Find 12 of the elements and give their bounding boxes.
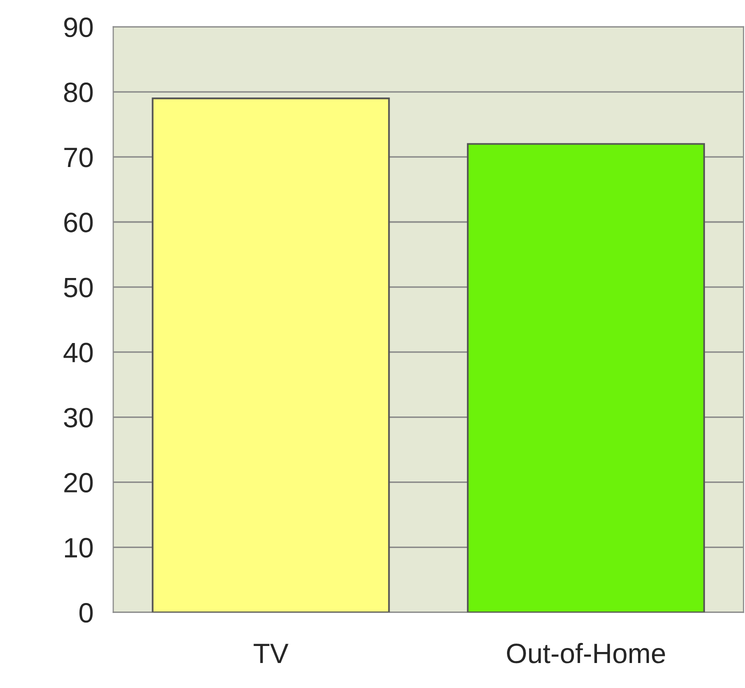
y-tick-label: 20	[64, 472, 93, 493]
y-tick-label: 10	[65, 538, 93, 558]
y-tick-label: 50	[64, 278, 93, 298]
y-tick-label: 40	[64, 342, 93, 362]
y-tick-label: 80	[64, 82, 93, 102]
x-tick-label: Out-of-Home	[506, 642, 665, 664]
x-tick-label: TV	[254, 644, 288, 664]
y-tick-label: 90	[64, 18, 93, 38]
y-tick-label: 60	[64, 212, 93, 232]
y-tick-label: 0	[79, 602, 93, 623]
y-tick-label: 70	[64, 148, 93, 168]
y-tick-label: 30	[64, 408, 93, 428]
